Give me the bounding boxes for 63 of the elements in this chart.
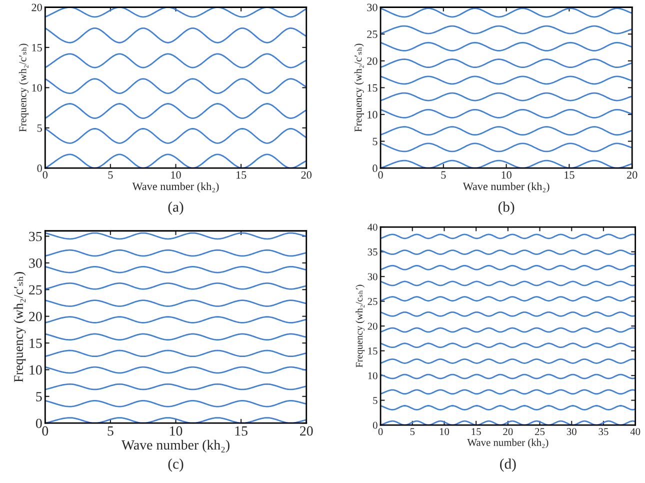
y-axis-title: Frequency (wh₂/c′ₛₕ) — [354, 44, 364, 132]
x-tick-label: 20 — [503, 428, 513, 436]
y-axis-title: Frequency (wh₂/c′ₛₕ) — [14, 272, 26, 382]
x-tick-label: 15 — [472, 428, 481, 436]
y-tick-label: 30 — [368, 273, 378, 280]
y-tick-label: 35 — [368, 248, 378, 256]
y-tick-label: 5 — [373, 397, 378, 404]
text: (c) — [168, 458, 184, 472]
x-tick-label: 15 — [236, 171, 246, 179]
x-tick-label: 0 — [378, 428, 383, 436]
x-tick-label: 30 — [566, 428, 576, 436]
y-tick-label: 15 — [30, 338, 42, 348]
y-tick-label: 25 — [367, 30, 378, 38]
x-tick-label: 10 — [171, 171, 181, 179]
y-tick-label: 5 — [372, 138, 378, 146]
y-tick-label: 5 — [36, 392, 42, 402]
text: (b) — [498, 202, 514, 215]
x-tick-label: 5 — [410, 428, 415, 436]
y-tick-label: 20 — [32, 4, 42, 12]
text: (a) — [168, 202, 184, 215]
x-tick-label: 5 — [108, 426, 114, 436]
y-tick-label: 15 — [32, 44, 42, 52]
x-tick-label: 15 — [235, 426, 248, 436]
y-tick-label: 25 — [29, 285, 42, 295]
y-tick-label: 10 — [32, 84, 42, 92]
y-tick-label: 20 — [368, 322, 378, 330]
x-axis-title: Wave number (kh₂) — [462, 182, 550, 192]
y-tick-label: 0 — [36, 418, 42, 428]
x-tick-label: 0 — [378, 171, 383, 179]
x-tick-label: 10 — [502, 171, 512, 179]
y-tick-label: 30 — [367, 4, 378, 12]
y-axis-title: Frequency (wh₂/c′ₛₕ) — [18, 44, 28, 132]
y-tick-label: 15 — [368, 84, 378, 92]
y-tick-label: 20 — [29, 312, 42, 322]
x-tick-label: 20 — [627, 171, 638, 179]
x-tick-label: 5 — [108, 171, 113, 179]
x-tick-label: 0 — [42, 171, 48, 179]
y-tick-label: 15 — [368, 348, 378, 354]
y-tick-label: 10 — [368, 110, 378, 118]
y-tick-label: 10 — [368, 372, 378, 380]
y-tick-label: 10 — [30, 365, 42, 375]
x-tick-label: 35 — [598, 428, 608, 436]
y-tick-label: 0 — [372, 164, 378, 172]
x-tick-label: 25 — [535, 428, 545, 436]
x-tick-label: 40 — [630, 428, 640, 436]
y-tick-label: 30 — [29, 258, 42, 268]
y-tick-label: 40 — [368, 224, 378, 231]
y-axis-title: Frequency (wh₂/cₛₕ′) — [356, 284, 365, 368]
y-tick-label: 0 — [37, 164, 42, 172]
text: (d) — [500, 458, 516, 472]
x-tick-label: 20 — [301, 171, 312, 179]
y-tick-label: 20 — [367, 57, 378, 65]
x-tick-label: 20 — [300, 426, 313, 436]
x-tick-label: 15 — [564, 171, 574, 179]
y-tick-label: 5 — [37, 124, 42, 132]
x-axis-title: Wave number (kh₂) — [467, 438, 548, 448]
x-tick-label: 10 — [170, 426, 182, 436]
y-tick-label: 25 — [368, 298, 378, 305]
x-tick-label: 5 — [441, 171, 446, 179]
x-axis-title: Wave number (kh₂) — [121, 440, 230, 452]
x-tick-label: 10 — [440, 428, 450, 436]
x-axis-title: Wave number (kh₂) — [132, 182, 219, 192]
y-tick-label: 35 — [29, 232, 42, 242]
